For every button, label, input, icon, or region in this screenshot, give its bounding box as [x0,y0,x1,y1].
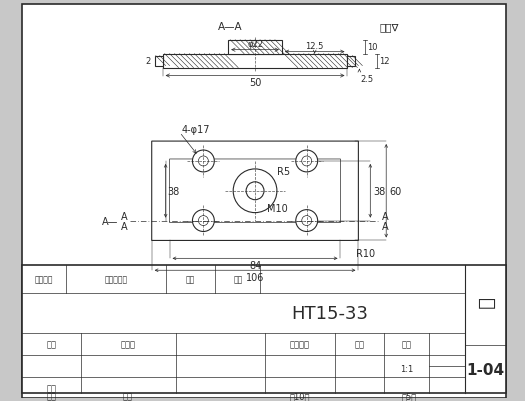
Text: 2: 2 [145,57,151,66]
Bar [348,57,355,67]
Text: 日期: 日期 [234,275,243,284]
Circle shape [193,151,214,172]
Text: 84: 84 [249,261,261,271]
Text: 38: 38 [373,186,385,196]
Text: R5: R5 [277,166,290,176]
Text: 标记次数: 标记次数 [34,275,52,284]
Text: A—: A— [101,216,118,226]
Text: 50: 50 [249,78,261,88]
Text: 审核: 审核 [46,383,56,392]
Text: HT15-33: HT15-33 [291,304,368,322]
Circle shape [233,170,277,213]
Text: 第5页: 第5页 [402,391,417,401]
Text: φ22: φ22 [247,40,263,49]
PathPatch shape [170,160,341,223]
Circle shape [193,210,214,232]
Text: 盖: 盖 [476,298,495,309]
Text: A: A [382,221,389,231]
Text: 重量: 重量 [354,339,364,348]
Bar [228,41,282,55]
Text: 签名: 签名 [186,275,195,284]
Text: A: A [382,211,389,221]
Text: 12.5: 12.5 [306,42,324,51]
Circle shape [198,216,208,226]
Text: 比例: 比例 [402,339,412,348]
Bar [155,57,163,67]
Text: 标准化: 标准化 [120,339,135,348]
Circle shape [198,157,208,166]
Text: 其余∇: 其余∇ [380,22,399,32]
Bar [163,55,348,69]
Circle shape [302,157,312,166]
Text: M10: M10 [267,203,288,213]
Text: 1-04: 1-04 [467,362,505,377]
Circle shape [296,210,318,232]
Text: R10: R10 [356,249,375,259]
Text: 更改文件号: 更改文件号 [104,275,128,284]
Text: 共10页: 共10页 [289,391,310,401]
Circle shape [302,216,312,226]
Text: 12: 12 [379,57,390,66]
Circle shape [296,151,318,172]
Text: 38: 38 [167,186,180,196]
Text: 60: 60 [389,186,402,196]
Text: 工艺: 工艺 [46,391,56,401]
Text: 1:1: 1:1 [401,364,414,373]
Text: 批准: 批准 [123,391,133,401]
Bar [22,265,507,393]
Text: A—A: A—A [218,22,243,32]
PathPatch shape [152,142,359,241]
Text: A: A [121,211,128,221]
Text: 设计: 设计 [46,339,56,348]
Text: 10: 10 [368,43,378,52]
Text: 106: 106 [246,273,264,283]
Circle shape [246,182,264,200]
Text: 4-φ17: 4-φ17 [182,125,210,135]
Text: 阶段标记: 阶段标记 [290,339,310,348]
Text: 2.5: 2.5 [360,74,373,83]
Text: A: A [121,221,128,231]
